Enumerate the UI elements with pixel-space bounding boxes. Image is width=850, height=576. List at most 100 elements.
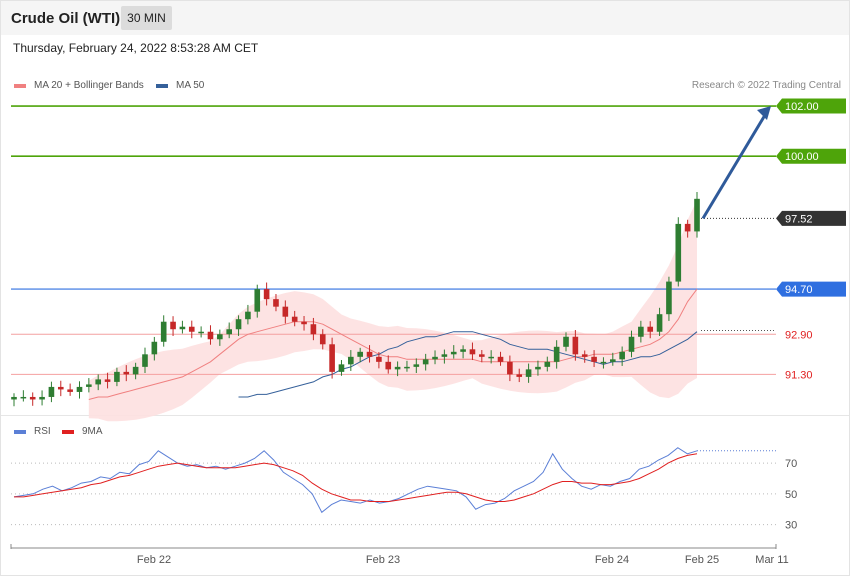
candle-body bbox=[488, 356, 494, 359]
candle bbox=[104, 372, 111, 389]
timeframe-button[interactable]: 30 MIN bbox=[121, 6, 172, 30]
level-tag bbox=[776, 98, 846, 114]
candle bbox=[357, 347, 363, 363]
candle bbox=[263, 282, 270, 306]
candle bbox=[151, 336, 158, 361]
candle-body bbox=[357, 351, 363, 357]
legend-item-9ma: 9MA bbox=[62, 426, 103, 437]
candle-body bbox=[619, 351, 625, 360]
candle-body bbox=[572, 336, 579, 355]
candle bbox=[581, 350, 588, 363]
candle-body bbox=[207, 331, 214, 340]
rsi-ma-line bbox=[14, 453, 698, 502]
candle bbox=[675, 217, 682, 287]
candle-body bbox=[76, 386, 83, 392]
level-tag bbox=[776, 148, 846, 164]
legend-label: 9MA bbox=[82, 426, 103, 437]
candle-body bbox=[394, 366, 401, 370]
level-tag bbox=[776, 281, 846, 297]
candle bbox=[507, 355, 513, 382]
candle bbox=[123, 365, 130, 382]
candle bbox=[95, 374, 102, 391]
candle-body bbox=[170, 321, 176, 330]
candle bbox=[591, 350, 597, 368]
candle-body bbox=[39, 396, 45, 400]
candle-body bbox=[95, 379, 102, 385]
candle-body bbox=[179, 326, 186, 330]
rsi-tick-label: 50 bbox=[785, 489, 797, 501]
legend-item-rsi: RSI bbox=[14, 426, 51, 437]
candle bbox=[479, 350, 485, 363]
candle-body bbox=[675, 223, 682, 282]
candle bbox=[394, 361, 401, 377]
candle-body bbox=[160, 321, 167, 342]
candle-body bbox=[694, 198, 700, 232]
candle-body bbox=[254, 289, 261, 312]
candle bbox=[535, 360, 541, 376]
candle-body bbox=[291, 316, 298, 322]
candle bbox=[422, 353, 429, 371]
candle bbox=[329, 337, 335, 379]
candle bbox=[170, 316, 176, 336]
legend-swatch bbox=[62, 429, 74, 434]
x-tick-label: Mar 11 bbox=[755, 554, 788, 566]
candle bbox=[179, 320, 186, 334]
legend-label: MA 20 + Bollinger Bands bbox=[34, 80, 144, 91]
x-tick-label: Feb 23 bbox=[366, 554, 400, 566]
level-label-92.90: 92.90 bbox=[785, 329, 813, 341]
candle bbox=[544, 356, 551, 372]
candle-body bbox=[422, 359, 429, 365]
candle bbox=[572, 330, 579, 361]
candle bbox=[301, 315, 307, 331]
rsi-line bbox=[13, 447, 698, 514]
forecast-arrow-head bbox=[757, 106, 771, 121]
candle bbox=[376, 352, 382, 369]
candle-body bbox=[104, 379, 111, 382]
candle bbox=[114, 367, 120, 387]
level-label-102.00: 102.00 bbox=[776, 98, 846, 114]
level-value-text: 97.52 bbox=[785, 213, 813, 225]
candle-body bbox=[450, 351, 457, 355]
candle bbox=[385, 355, 392, 374]
candle bbox=[694, 192, 700, 238]
candle-body bbox=[460, 349, 466, 352]
candle-body bbox=[638, 326, 644, 337]
candle-body bbox=[301, 321, 307, 325]
timestamp: Thursday, February 24, 2022 8:53:28 AM C… bbox=[13, 41, 259, 55]
candle bbox=[226, 322, 232, 339]
candle bbox=[48, 381, 55, 403]
candle bbox=[282, 300, 289, 324]
candle bbox=[600, 357, 607, 369]
candle-body bbox=[86, 384, 92, 387]
candle-body bbox=[48, 386, 55, 397]
candle bbox=[57, 380, 64, 397]
candle bbox=[235, 315, 242, 336]
candle-body bbox=[479, 354, 485, 357]
bollinger-band bbox=[88, 200, 698, 422]
candle-body bbox=[348, 356, 354, 365]
candle-body bbox=[282, 306, 289, 317]
candle bbox=[207, 325, 214, 345]
candle-body bbox=[114, 371, 120, 382]
candle bbox=[488, 350, 494, 364]
candle bbox=[291, 310, 298, 327]
candle bbox=[273, 294, 279, 312]
legend-label: MA 50 bbox=[176, 80, 205, 91]
candle bbox=[666, 276, 672, 321]
candle bbox=[553, 340, 560, 369]
candle bbox=[638, 320, 644, 343]
candle-body bbox=[497, 356, 504, 362]
candle-body bbox=[666, 281, 672, 315]
candle-body bbox=[319, 334, 326, 345]
forecast-arrow-line bbox=[701, 114, 767, 220]
level-value-text: 91.30 bbox=[785, 369, 813, 381]
candle bbox=[450, 345, 457, 359]
candle bbox=[656, 307, 663, 337]
x-tick-label: Feb 24 bbox=[595, 554, 629, 566]
credit-text: Research © 2022 Trading Central bbox=[691, 80, 841, 91]
candle-body bbox=[656, 314, 663, 332]
candle-body bbox=[263, 289, 270, 300]
candle bbox=[198, 326, 204, 338]
candle-body bbox=[273, 299, 279, 307]
